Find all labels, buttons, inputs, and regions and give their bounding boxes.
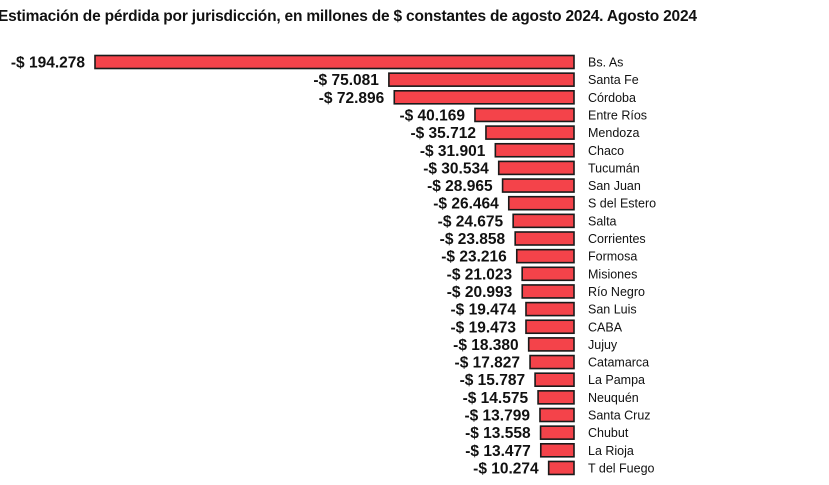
value-label: -$ 17.827	[455, 355, 521, 372]
value-label: -$ 30.534	[423, 160, 489, 177]
category-label: Santa Cruz	[588, 409, 651, 423]
bars-group	[94, 54, 575, 476]
bar-misiones	[521, 266, 575, 282]
value-label: -$ 26.464	[433, 196, 499, 213]
category-label: CABA	[588, 320, 623, 334]
value-label: -$ 14.575	[463, 390, 529, 407]
category-label: San Juan	[588, 179, 641, 193]
value-label: -$ 21.023	[447, 266, 513, 283]
category-label: Córdoba	[588, 91, 636, 105]
bar-c-rdoba	[393, 90, 575, 105]
category-label: Río Negro	[588, 285, 645, 299]
value-label: -$ 72.896	[319, 90, 385, 107]
category-label: Jujuy	[588, 338, 618, 352]
bar-corrientes	[514, 231, 575, 246]
bar-jujuy	[527, 337, 575, 352]
bar-la-rioja	[539, 442, 575, 458]
category-label: T del Fuego	[588, 461, 655, 475]
category-label: Tucumán	[588, 161, 640, 175]
category-label: Mendoza	[588, 126, 639, 140]
chart-title: Estimación de pérdida por jurisdicción, …	[0, 8, 697, 25]
bar-bs-as	[94, 54, 575, 70]
value-label: -$ 31.901	[420, 143, 486, 160]
category-label: Misiones	[588, 267, 637, 281]
value-label: -$ 75.081	[313, 72, 379, 89]
category-label: Bs. As	[588, 56, 623, 70]
bar-r-o-negro	[521, 284, 575, 299]
value-label: -$ 40.169	[399, 107, 465, 124]
value-label: -$ 13.477	[465, 443, 531, 460]
value-label: -$ 194.278	[11, 55, 85, 72]
value-label: -$ 23.216	[441, 249, 507, 266]
category-label: Chubut	[588, 426, 629, 440]
category-label: La Rioja	[588, 444, 634, 458]
value-labels-group: -$ 194.278-$ 75.081-$ 72.896-$ 40.169-$ …	[11, 55, 539, 478]
bar-t-del-fuego	[547, 460, 575, 476]
value-label: -$ 19.473	[450, 319, 516, 336]
bar-caba	[525, 319, 575, 335]
category-label: S del Estero	[588, 197, 656, 211]
category-label: Chaco	[588, 144, 624, 158]
bar-mendoza	[485, 125, 575, 140]
bar-santa-cruz	[539, 407, 575, 423]
category-label: Formosa	[588, 250, 637, 264]
category-labels-group: Bs. As Santa Fe Córdoba Entre Ríos Mendoza Ch…	[588, 56, 656, 476]
value-label: -$ 15.787	[460, 372, 526, 389]
bar-chaco	[494, 142, 575, 158]
bar-catamarca	[529, 354, 575, 370]
category-label: Entre Ríos	[588, 108, 647, 122]
bar-chubut	[539, 425, 575, 440]
bar-tucum-n	[497, 160, 575, 176]
value-label: -$ 35.712	[410, 125, 476, 142]
value-label: -$ 10.274	[473, 460, 539, 477]
value-label: -$ 23.858	[440, 231, 506, 248]
bar-la-pampa	[534, 372, 575, 388]
category-label: Salta	[588, 214, 617, 228]
value-label: -$ 13.799	[464, 408, 530, 425]
value-label: -$ 24.675	[438, 213, 504, 230]
bar-s-del-estero	[507, 195, 575, 211]
bar-entre-r-os	[474, 107, 575, 123]
category-label: Neuquén	[588, 391, 639, 405]
value-label: -$ 19.474	[450, 302, 516, 319]
bar-formosa	[515, 248, 575, 264]
value-label: -$ 20.993	[447, 284, 513, 301]
bar-san-juan	[501, 178, 575, 193]
bar-salta	[512, 213, 575, 229]
bar-neuqu-n	[537, 390, 575, 405]
value-label: -$ 28.965	[427, 178, 493, 195]
category-label: Catamarca	[588, 356, 649, 370]
bar-san-luis	[525, 301, 575, 317]
category-label: Corrientes	[588, 232, 646, 246]
value-label: -$ 18.380	[453, 337, 519, 354]
category-label: La Pampa	[588, 373, 645, 387]
category-label: Santa Fe	[588, 73, 639, 87]
bar-santa-fe	[388, 72, 575, 87]
category-label: San Luis	[588, 303, 637, 317]
value-label: -$ 13.558	[465, 425, 531, 442]
